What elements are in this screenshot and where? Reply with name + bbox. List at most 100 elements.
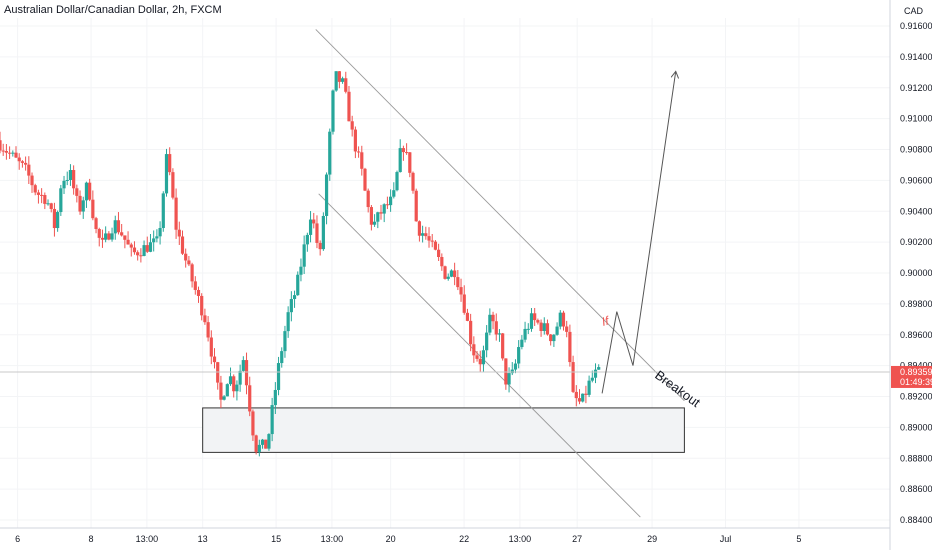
candle-body <box>478 358 482 365</box>
candle-body <box>369 207 373 225</box>
candle <box>321 212 325 251</box>
candle <box>107 231 111 241</box>
candle-body <box>296 274 300 296</box>
candle-body <box>30 175 34 186</box>
candle-body <box>443 266 447 279</box>
candle <box>308 211 313 243</box>
candle-body <box>232 376 236 392</box>
candle-body <box>168 154 172 173</box>
candle <box>526 323 530 335</box>
time-tick-label: 20 <box>386 534 396 544</box>
candle <box>161 191 165 232</box>
candle-body <box>414 190 418 222</box>
candle <box>513 359 518 374</box>
candle <box>440 253 444 271</box>
candle-body <box>497 333 502 335</box>
candle-body <box>552 334 556 342</box>
candle-body <box>251 411 255 436</box>
candle <box>232 374 236 398</box>
candle-body <box>347 91 351 122</box>
candle-body <box>350 121 354 130</box>
channel-layer <box>315 29 685 518</box>
candle <box>196 286 201 303</box>
candle <box>264 439 268 449</box>
candle <box>382 203 386 223</box>
candle-body <box>152 238 156 243</box>
candle <box>152 230 156 252</box>
price-axis[interactable]: CAD 0.91600 0.91400 0.91200 0.91000 0.90800 0.… <box>889 0 932 550</box>
candle <box>81 196 85 219</box>
candle <box>75 184 79 203</box>
candle-body <box>321 215 325 250</box>
candle <box>555 322 559 336</box>
candle <box>68 164 73 186</box>
candle <box>328 128 332 181</box>
candle <box>174 188 178 239</box>
price-tick-label: 0.88400 <box>900 515 932 525</box>
candle <box>465 308 470 322</box>
candle <box>324 172 329 225</box>
candle <box>27 156 31 185</box>
price-tick-label: 0.90000 <box>900 268 932 278</box>
candle-body <box>161 193 165 229</box>
candle-body <box>574 391 578 399</box>
candle <box>545 319 550 336</box>
candle <box>273 382 277 415</box>
candle <box>280 347 284 368</box>
candle-body <box>129 244 133 248</box>
candle-body <box>494 321 498 335</box>
price-tick-label: 0.89400 <box>900 361 932 371</box>
candle <box>11 150 15 157</box>
candle-body <box>40 194 44 196</box>
candle-body <box>584 393 588 395</box>
candle <box>430 233 434 248</box>
candle <box>491 311 495 330</box>
price-tick-label: 0.89000 <box>900 422 932 432</box>
candle <box>395 170 399 192</box>
candle-body <box>344 78 348 92</box>
candle <box>65 171 69 186</box>
price-tick-label: 0.88600 <box>900 484 932 494</box>
price-axis-background <box>890 0 932 550</box>
candle <box>145 236 149 254</box>
candle-body <box>219 382 223 400</box>
candle-body <box>100 237 105 240</box>
last-price-badge <box>891 365 932 388</box>
candle <box>241 356 245 372</box>
candle-body <box>43 195 47 204</box>
candle-body <box>200 295 204 316</box>
candle <box>0 131 2 154</box>
candle-body <box>212 356 217 363</box>
candle <box>113 215 117 240</box>
candle-body <box>533 313 537 321</box>
candle-body <box>24 162 28 165</box>
candle <box>501 332 505 361</box>
candle <box>529 308 534 332</box>
candle-body <box>318 242 322 250</box>
candle <box>356 146 361 158</box>
candle-body <box>97 229 101 238</box>
candle <box>443 265 447 280</box>
support-zone-layer <box>202 407 685 453</box>
time-axis[interactable]: 6 8 13:00 13 15 13:00 20 22 13:00 27 29 Jul 5 <box>0 527 890 544</box>
candle-body <box>17 157 21 162</box>
price-tick-label: 0.90800 <box>900 145 932 155</box>
candle <box>88 178 92 202</box>
candle <box>270 397 274 442</box>
candle-body <box>36 192 41 195</box>
candle <box>126 231 130 245</box>
candle-body <box>437 249 441 258</box>
candle <box>315 215 319 249</box>
candle <box>389 189 393 212</box>
candle <box>17 153 21 170</box>
candle-body <box>203 315 207 323</box>
if-label: If <box>600 313 612 329</box>
candle-body <box>270 405 274 435</box>
candle <box>187 256 191 267</box>
candle-body <box>299 266 303 275</box>
candle-body <box>571 362 575 392</box>
candle <box>462 285 466 315</box>
candle <box>257 439 261 457</box>
candle <box>254 434 258 455</box>
